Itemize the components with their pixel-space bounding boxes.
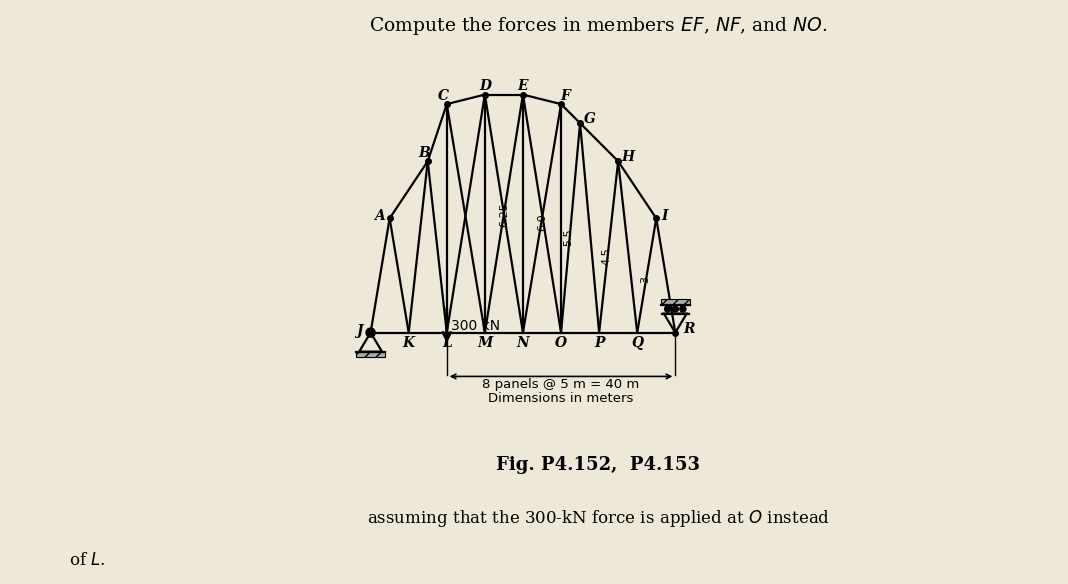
Text: F: F <box>560 89 570 103</box>
Polygon shape <box>356 352 386 357</box>
Text: D: D <box>478 79 491 93</box>
Text: of $\mathit{L}$.: of $\mathit{L}$. <box>69 552 106 569</box>
Text: G: G <box>583 112 596 126</box>
Text: 300 kN: 300 kN <box>452 319 501 333</box>
Text: Dimensions in meters: Dimensions in meters <box>488 392 633 405</box>
Text: 3: 3 <box>640 276 649 283</box>
Text: N: N <box>517 336 530 350</box>
Circle shape <box>672 306 678 312</box>
Text: I: I <box>661 210 668 224</box>
Text: Fig. P4.152,  P4.153: Fig. P4.152, P4.153 <box>496 456 701 474</box>
Text: B: B <box>418 146 429 160</box>
Text: C: C <box>438 89 449 103</box>
Text: E: E <box>518 79 529 93</box>
Text: 4.5: 4.5 <box>601 248 612 265</box>
Circle shape <box>366 328 375 337</box>
Text: L: L <box>442 336 452 350</box>
Text: R: R <box>682 322 694 336</box>
Text: 8 panels @ 5 m = 40 m: 8 panels @ 5 m = 40 m <box>483 378 640 391</box>
Text: 5.5: 5.5 <box>564 228 574 246</box>
Text: Compute the forces in members $\mathit{EF}$, $\mathit{NF}$, and $\mathit{NO}$.: Compute the forces in members $\mathit{E… <box>368 15 828 37</box>
Circle shape <box>664 306 671 312</box>
Text: H: H <box>622 150 634 164</box>
Text: 6.25: 6.25 <box>499 202 509 227</box>
Text: P: P <box>594 336 604 350</box>
Text: assuming that the 300-kN force is applied at $\mathit{O}$ instead: assuming that the 300-kN force is applie… <box>366 508 830 529</box>
Text: K: K <box>403 336 414 350</box>
Text: O: O <box>555 336 567 350</box>
Text: 6.0: 6.0 <box>537 213 547 231</box>
Text: Q: Q <box>631 336 643 350</box>
Circle shape <box>680 306 686 312</box>
Polygon shape <box>661 299 690 305</box>
Text: M: M <box>477 336 492 350</box>
Text: J: J <box>357 324 363 338</box>
Text: A: A <box>374 210 384 224</box>
